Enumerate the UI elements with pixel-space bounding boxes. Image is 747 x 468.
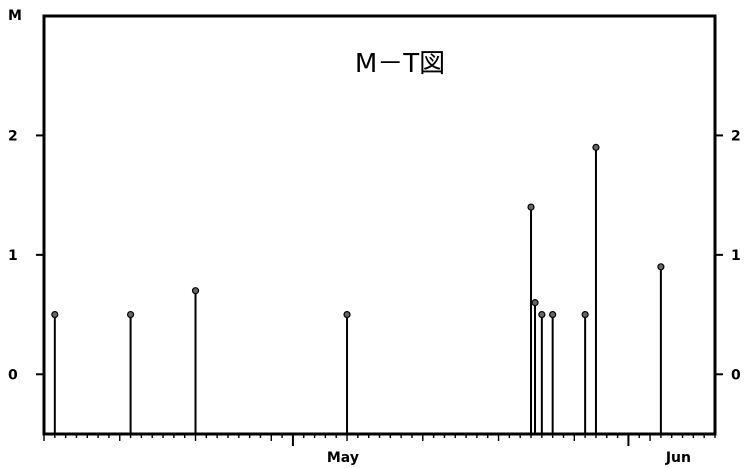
stem-marker: [343, 310, 351, 319]
stem-marker: [549, 310, 557, 319]
x-tick-label: May: [327, 450, 359, 466]
y-tick-label-right: 0: [731, 367, 741, 383]
stem-marker: [592, 143, 600, 151]
stem-marker: [538, 310, 546, 319]
y-axis-label: M: [8, 8, 22, 24]
ticks-layer: 0 1 2 0 1 2 May Jun: [8, 128, 741, 466]
stem-marker: [51, 310, 59, 319]
stem-marker: [126, 310, 135, 319]
x-tick-label: Jun: [665, 450, 691, 466]
stems-layer: [51, 143, 665, 434]
y-tick-label-right: 2: [731, 128, 741, 144]
stem-marker: [531, 299, 539, 307]
stem-marker: [657, 263, 665, 271]
y-tick-label-left: 2: [8, 128, 18, 144]
y-tick-label-left: 0: [8, 367, 18, 383]
stem-marker: [581, 310, 589, 319]
y-tick-label-right: 1: [731, 248, 741, 264]
chart-title: M－T図: [355, 49, 445, 79]
stem-marker: [191, 287, 200, 295]
stem-marker: [527, 203, 535, 211]
y-tick-label-left: 1: [8, 248, 18, 264]
